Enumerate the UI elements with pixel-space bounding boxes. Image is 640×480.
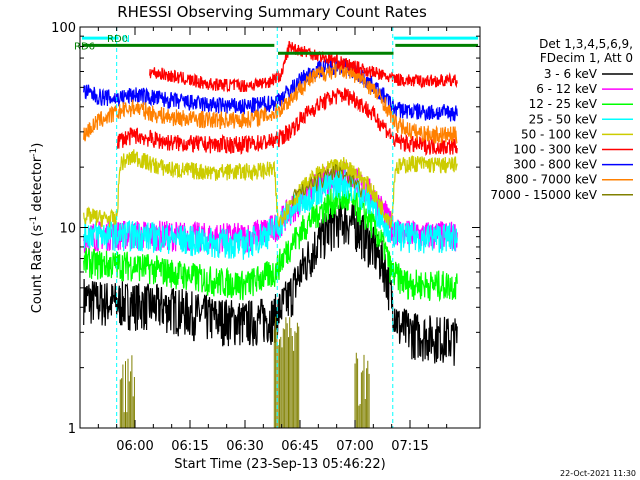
legend-label-4: 50 - 100 keV bbox=[521, 127, 598, 141]
y-axis-label-end: ) bbox=[30, 143, 45, 148]
y-axis-label-sup1: -1 bbox=[29, 216, 39, 225]
legend-label-0: 3 - 6 keV bbox=[544, 67, 598, 81]
series-7000-15000-burst-2 bbox=[354, 352, 370, 428]
legend-label-2: 12 - 25 keV bbox=[529, 97, 598, 111]
x-tick-label-3: 06:45 bbox=[281, 439, 318, 454]
x-tick-label-4: 07:00 bbox=[336, 439, 373, 454]
x-tick-label-5: 07:15 bbox=[391, 439, 428, 454]
legend-label-7: 800 - 7000 keV bbox=[506, 173, 598, 187]
series-line-6 bbox=[83, 58, 458, 122]
legend-label-5: 100 - 300 keV bbox=[513, 143, 597, 157]
chart-title: RHESSI Observing Summary Count Rates bbox=[117, 3, 427, 21]
series-line-4 bbox=[83, 149, 458, 229]
state-bar-label-rd6: RD6 bbox=[74, 41, 95, 52]
axes: 1 10 100 06:00 06:15 06:30 06:45 07:00 07:15 bbox=[51, 21, 480, 454]
series-line-2 bbox=[83, 186, 458, 303]
legend-label-3: 25 - 50 keV bbox=[529, 112, 598, 126]
legend-label-6: 300 - 800 keV bbox=[513, 158, 597, 172]
y-axis-label: Count Rate (s-1 detector-1) bbox=[29, 143, 45, 314]
series-line-5 bbox=[116, 87, 458, 157]
state-bar-label-n: N bbox=[123, 34, 130, 45]
series-line-0 bbox=[83, 200, 458, 366]
series-7000-15000-peak bbox=[292, 163, 363, 206]
y-tick-label-2: 100 bbox=[51, 21, 76, 36]
y-tick-label-1: 10 bbox=[59, 222, 76, 237]
x-tick-label-1: 06:15 bbox=[171, 439, 208, 454]
x-tick-label-0: 06:00 bbox=[116, 439, 153, 454]
legend: Det 1,3,4,5,6,9,FDecim 1, Att 0 3 - 6 keV… bbox=[490, 37, 633, 202]
legend-header-1: FDecim 1, Att 0 bbox=[540, 51, 633, 65]
x-axis-label: Start Time (23-Sep-13 05:46:22) bbox=[174, 457, 385, 472]
series-7000-15000-burst-0 bbox=[119, 355, 135, 428]
series-line-3 bbox=[83, 168, 458, 260]
y-tick-label-0: 1 bbox=[68, 422, 76, 437]
y-axis-label-main: Count Rate (s bbox=[30, 225, 45, 314]
legend-label-1: 6 - 12 keV bbox=[536, 82, 598, 96]
x-tick-label-2: 06:30 bbox=[226, 439, 263, 454]
y-axis-label-tail: detector bbox=[30, 156, 45, 216]
state-bar-label-rd0: RD0 bbox=[107, 34, 128, 45]
legend-label-8: 7000 - 15000 keV bbox=[490, 188, 597, 202]
series-line-7 bbox=[83, 61, 458, 145]
footer-timestamp: 22-Oct-2021 11:30 bbox=[560, 469, 636, 478]
y-axis-label-sup2: -1 bbox=[29, 148, 39, 157]
legend-header-0: Det 1,3,4,5,6,9, bbox=[539, 37, 633, 51]
